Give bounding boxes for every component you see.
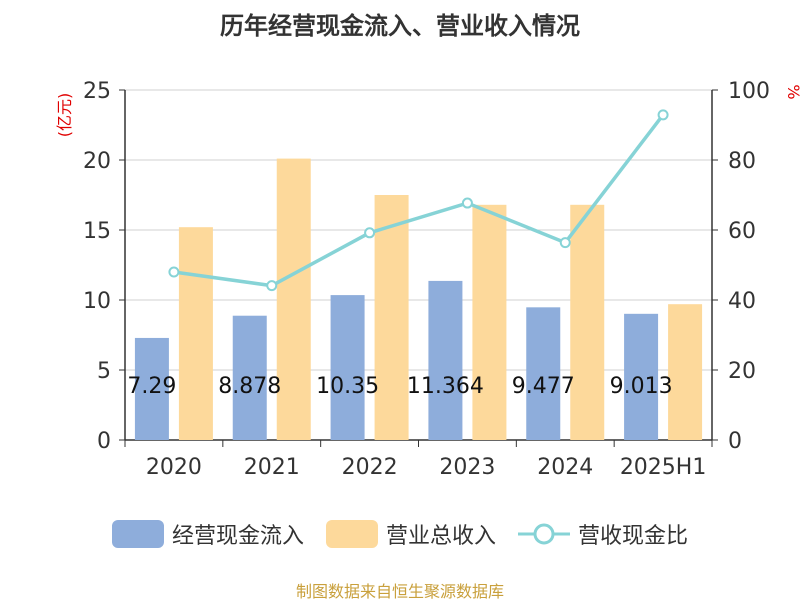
bar-data-label: 9.013 [610,374,673,399]
y-right-tick-label: 100 [728,79,770,104]
bar-data-label: 11.364 [407,374,484,399]
y-right-tick-label: 40 [728,289,756,314]
y-left-tick-label: 20 [83,149,111,174]
bar-cash-inflow [428,280,463,440]
bar-data-label: 7.29 [127,374,176,399]
y-left-tick-label: 10 [83,289,111,314]
x-tick-label: 2025H1 [620,455,707,480]
y-left-tick-label: 5 [97,359,111,384]
ratio-point [559,237,571,249]
y-left-axis-label: (亿元) [55,93,74,138]
y-right-axis-label: % [784,84,800,99]
legend-label: 经营现金流入 [171,524,304,549]
legend-item[interactable]: 营收现金比 [518,518,688,550]
bar-revenue [668,304,703,440]
ratio-point [364,227,376,239]
legend-swatch [111,520,164,548]
bar-cash-inflow [624,313,659,440]
ratio-point [266,280,278,292]
x-tick-label: 2023 [439,455,495,480]
bar-cash-inflow [232,315,267,440]
ratio-line [173,113,665,288]
y-right-tick-label: 0 [728,429,742,454]
y-right-tick-label: 80 [728,149,756,174]
bar-revenue [276,158,311,440]
bar-revenue [472,204,507,440]
ratio-point [657,109,669,121]
bar-data-label: 8.878 [218,374,281,399]
y-left-tick-label: 25 [83,79,111,104]
legend-item[interactable]: 营业总收入 [325,518,496,550]
legend-item[interactable]: 经营现金流入 [111,518,304,550]
x-tick-label: 2020 [146,455,202,480]
legend-label: 营业总收入 [385,524,496,549]
ratio-point [168,266,180,278]
chart-legend: 经营现金流入 营业总收入 营收现金比 [0,514,800,554]
source-note: 制图数据来自恒生聚源数据库 [295,582,504,601]
legend-label: 营收现金比 [578,524,689,549]
bar-data-label: 10.35 [316,374,379,399]
bar-data-label: 9.477 [512,374,575,399]
legend-swatch [325,520,378,548]
y-right-tick-label: 20 [728,359,756,384]
y-left-tick-label: 0 [97,429,111,454]
y-left-tick-label: 15 [83,219,111,244]
ratio-point [461,197,473,209]
bar-cash-inflow [134,337,169,440]
chart-title: 历年经营现金流入、营业收入情况 [220,12,580,40]
x-tick-label: 2021 [244,455,300,480]
bar-revenue [374,195,409,440]
bar-cash-inflow [330,295,365,440]
legend-line-marker [518,523,570,545]
bar-cash-inflow [526,307,561,440]
x-tick-label: 2024 [537,455,593,480]
y-right-tick-label: 60 [728,219,756,244]
bar-revenue [178,227,213,440]
x-tick-label: 2022 [342,455,398,480]
bar-revenue [570,204,605,440]
